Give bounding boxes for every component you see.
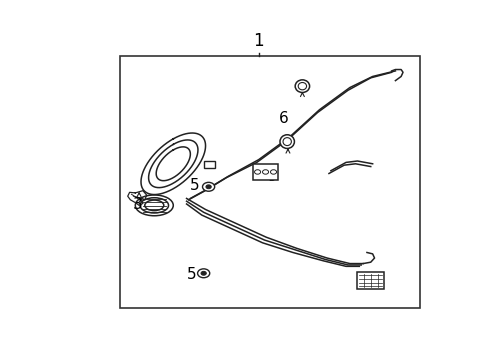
Circle shape [270, 170, 276, 174]
Text: 6: 6 [267, 169, 277, 184]
Text: 2: 2 [375, 272, 385, 287]
Bar [204, 161, 215, 168]
Circle shape [254, 170, 261, 174]
Text: 4: 4 [264, 169, 273, 184]
Circle shape [263, 170, 269, 174]
Ellipse shape [298, 82, 307, 90]
Text: 3: 3 [132, 197, 142, 212]
Circle shape [201, 271, 206, 275]
Text: 5: 5 [190, 179, 200, 193]
Text: 1: 1 [253, 32, 264, 50]
Bar [358, 273, 384, 288]
Bar [120, 56, 420, 308]
Ellipse shape [283, 138, 292, 145]
Ellipse shape [280, 135, 294, 148]
Text: 5: 5 [186, 267, 196, 282]
Text: 6: 6 [278, 111, 288, 126]
Ellipse shape [295, 80, 310, 93]
Circle shape [202, 183, 215, 191]
Bar [253, 164, 278, 180]
Circle shape [206, 185, 211, 189]
Circle shape [197, 269, 210, 278]
